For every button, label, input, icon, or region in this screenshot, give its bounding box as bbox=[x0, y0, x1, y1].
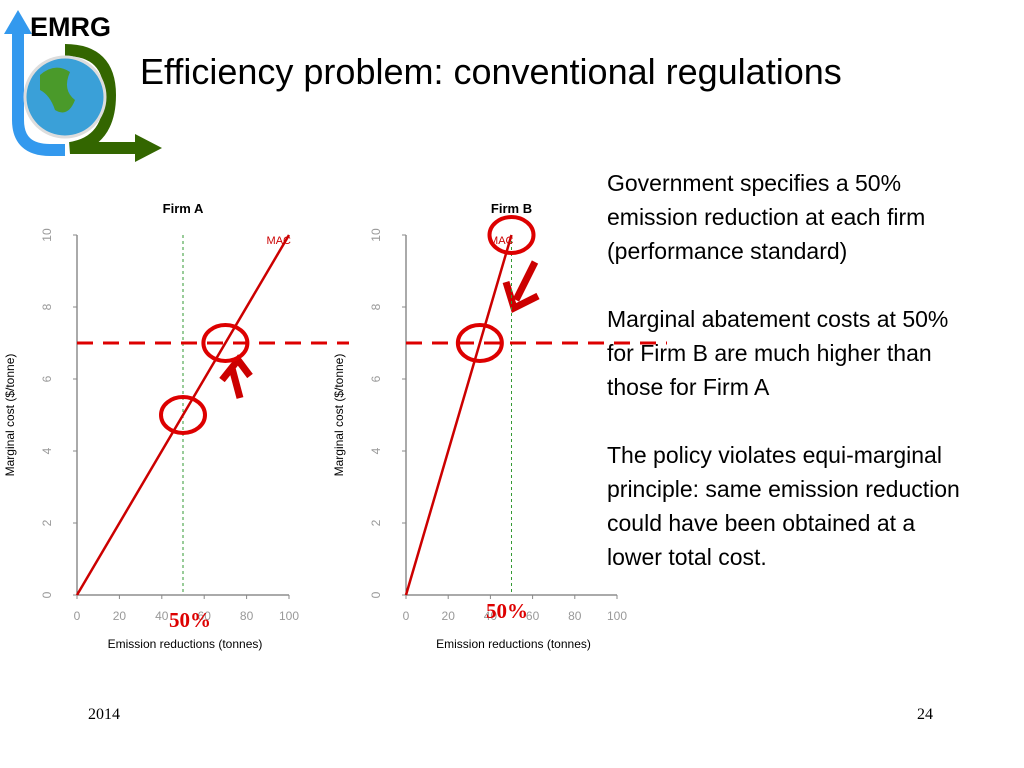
y-tick-label: 0 bbox=[369, 591, 383, 598]
logo-arrow-green bbox=[64, 44, 140, 154]
page-number: 24 bbox=[917, 706, 933, 723]
chart-title: Firm A bbox=[163, 201, 204, 216]
x-tick-label: 20 bbox=[113, 609, 127, 623]
y-tick-label: 6 bbox=[40, 375, 54, 382]
y-axis-label: Marginal cost ($/tonne) bbox=[332, 354, 346, 477]
annotation: 50% bbox=[486, 599, 528, 623]
mac-line bbox=[404, 234, 513, 596]
y-tick-label: 4 bbox=[40, 447, 54, 454]
chart-title: Firm B bbox=[491, 201, 532, 216]
arrow bbox=[502, 260, 540, 313]
series-label: MAC bbox=[489, 235, 514, 247]
x-tick-label: 60 bbox=[526, 609, 540, 623]
x-tick-label: 0 bbox=[403, 609, 410, 623]
logo-arrow-blue bbox=[12, 30, 65, 156]
footer-year: 2014 bbox=[88, 706, 120, 723]
x-tick-label: 60 bbox=[198, 609, 212, 623]
x-tick-label: 100 bbox=[607, 609, 627, 623]
x-axis-label: Emission reductions (tonnes) bbox=[108, 637, 263, 651]
x-axis-label: Emission reductions (tonnes) bbox=[436, 637, 591, 651]
x-tick-label: 100 bbox=[279, 609, 299, 623]
x-tick-label: 40 bbox=[484, 609, 498, 623]
paragraph: The policy violates equi-marginal princi… bbox=[607, 442, 960, 570]
highlight-circle bbox=[201, 323, 250, 363]
x-tick-label: 20 bbox=[442, 609, 456, 623]
annotation: 50% bbox=[169, 608, 211, 632]
y-tick-label: 10 bbox=[369, 228, 383, 242]
highlight-circle bbox=[455, 323, 504, 363]
y-tick-label: 8 bbox=[40, 303, 54, 310]
highlight-circle bbox=[487, 215, 536, 255]
y-tick-label: 4 bbox=[369, 447, 383, 454]
logo-land bbox=[40, 67, 75, 113]
logo: EMRG bbox=[4, 10, 162, 162]
mac-line bbox=[75, 234, 291, 596]
x-tick-label: 0 bbox=[74, 609, 81, 623]
x-tick-label: 80 bbox=[568, 609, 582, 623]
y-tick-label: 8 bbox=[369, 303, 383, 310]
y-tick-label: 6 bbox=[369, 375, 383, 382]
logo-arrowhead bbox=[135, 134, 162, 162]
logo-text: EMRG bbox=[30, 12, 111, 42]
y-tick-label: 2 bbox=[40, 519, 54, 526]
logo-arrowhead bbox=[4, 10, 32, 34]
slide-title: Efficiency problem: conventional regulat… bbox=[140, 51, 842, 92]
y-axis-label: Marginal cost ($/tonne) bbox=[3, 354, 17, 477]
text-block: Government specifies a 50% emission redu… bbox=[607, 166, 972, 608]
x-tick-label: 80 bbox=[240, 609, 254, 623]
arrow bbox=[219, 354, 253, 399]
paragraph: Government specifies a 50% emission redu… bbox=[607, 170, 926, 264]
y-tick-label: 2 bbox=[369, 519, 383, 526]
x-tick-label: 40 bbox=[155, 609, 169, 623]
y-tick-label: 0 bbox=[40, 591, 54, 598]
series-label: MAC bbox=[267, 235, 292, 247]
paragraph: Marginal abatement costs at 50% for Firm… bbox=[607, 306, 949, 400]
y-tick-label: 10 bbox=[40, 228, 54, 242]
highlight-circle bbox=[159, 395, 207, 435]
